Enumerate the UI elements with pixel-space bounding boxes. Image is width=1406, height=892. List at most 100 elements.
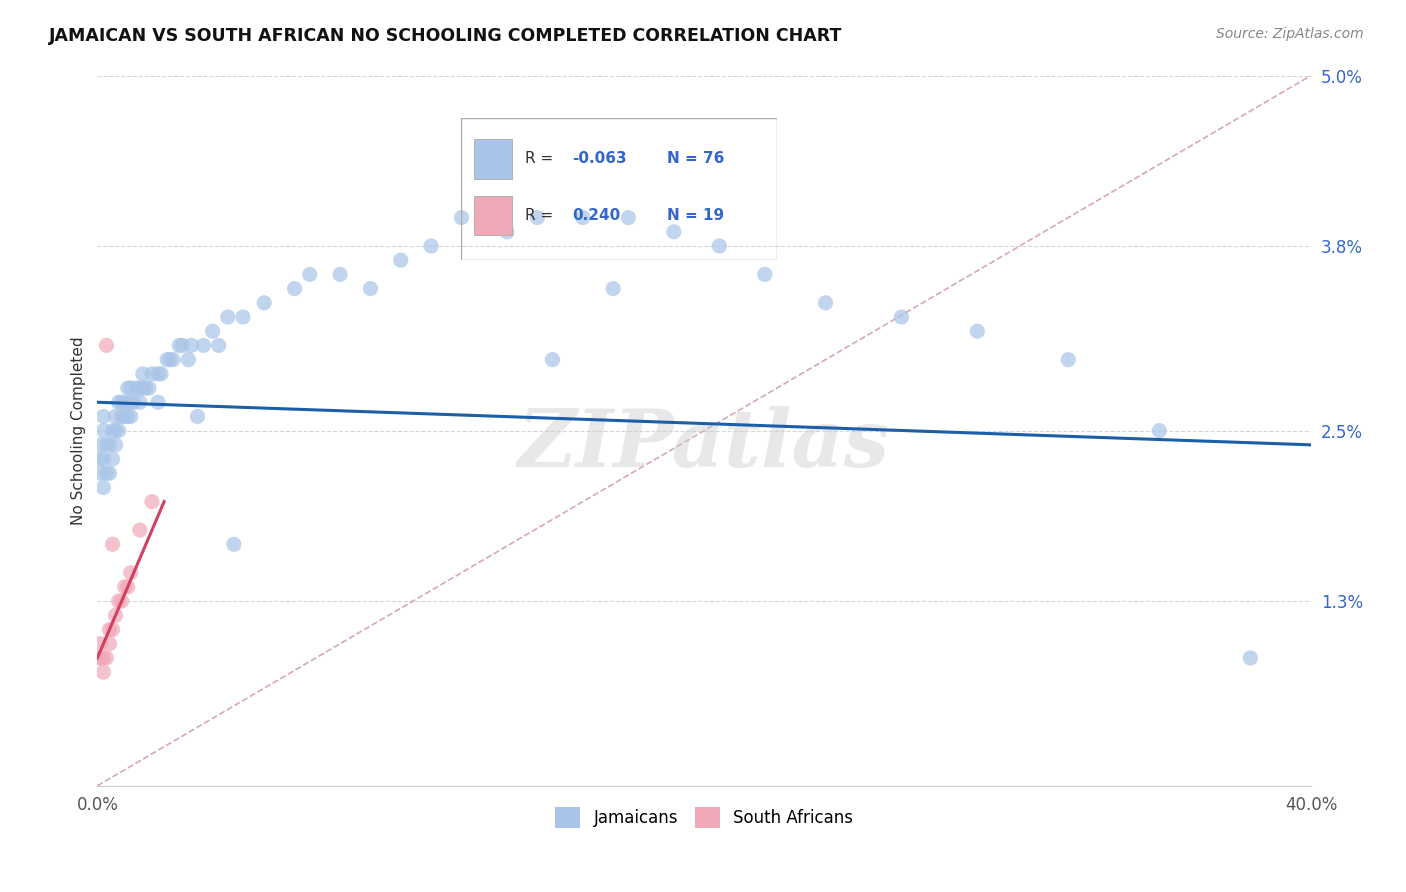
Point [662,225,685,239]
Point [617,211,640,225]
Point [101,424,124,438]
Point [156,352,179,367]
Point [117,409,139,424]
Point [128,523,150,537]
Point [107,424,129,438]
Point [111,594,134,608]
Point [890,310,912,324]
Point [128,381,150,395]
Y-axis label: No Schooling Completed: No Schooling Completed [72,336,86,525]
Point [253,295,276,310]
Point [96,651,118,665]
Point [101,623,124,637]
Point [389,253,412,268]
Point [141,367,163,381]
Point [128,395,150,409]
Point [132,381,155,395]
Point [117,580,139,594]
Point [180,338,202,352]
Point [93,651,115,665]
Point [602,282,624,296]
Point [96,338,118,352]
Point [107,594,129,608]
Point [135,381,157,395]
Point [141,494,163,508]
Point [217,310,239,324]
Text: JAMAICAN VS SOUTH AFRICAN NO SCHOOLING COMPLETED CORRELATION CHART: JAMAICAN VS SOUTH AFRICAN NO SCHOOLING C… [49,27,842,45]
Point [162,352,184,367]
Point [146,395,169,409]
Point [298,268,321,282]
Point [541,352,564,367]
Point [1057,352,1080,367]
Point [93,409,115,424]
Point [114,395,136,409]
Point [117,381,139,395]
Point [114,409,136,424]
Point [101,537,124,551]
Point [98,438,121,452]
Point [96,438,118,452]
Point [709,239,731,253]
Point [89,452,111,467]
Point [966,324,988,338]
Point [1239,651,1261,665]
Point [89,651,111,665]
Point [111,409,134,424]
Point [89,467,111,481]
Point [526,211,548,225]
Point [186,409,208,424]
Point [122,395,145,409]
Point [93,665,115,680]
Point [98,623,121,637]
Point [104,424,127,438]
Point [107,395,129,409]
Point [284,282,307,296]
Point [132,367,155,381]
Point [172,338,194,352]
Point [93,480,115,494]
Point [177,352,200,367]
Point [93,452,115,467]
Point [208,338,231,352]
Point [98,467,121,481]
Point [120,381,142,395]
Point [201,324,224,338]
Point [159,352,181,367]
Point [104,409,127,424]
Text: Source: ZipAtlas.com: Source: ZipAtlas.com [1216,27,1364,41]
Point [138,381,160,395]
Point [104,438,127,452]
Point [193,338,215,352]
Point [572,211,595,225]
Point [101,452,124,467]
Point [120,395,142,409]
Point [89,651,111,665]
Point [120,409,142,424]
Point [420,239,443,253]
Point [496,225,519,239]
Point [96,467,118,481]
Point [125,381,148,395]
Point [359,282,381,296]
Point [93,424,115,438]
Point [120,566,142,580]
Point [450,211,472,225]
Point [814,295,837,310]
Point [1149,424,1171,438]
Point [146,367,169,381]
Point [114,580,136,594]
Point [89,637,111,651]
Point [89,438,111,452]
Point [329,268,352,282]
Legend: Jamaicans, South Africans: Jamaicans, South Africans [548,801,860,834]
Point [222,537,245,551]
Point [232,310,254,324]
Text: ZIPatlas: ZIPatlas [519,406,890,483]
Point [754,268,776,282]
Point [104,608,127,623]
Point [111,395,134,409]
Point [169,338,191,352]
Point [150,367,173,381]
Point [98,637,121,651]
